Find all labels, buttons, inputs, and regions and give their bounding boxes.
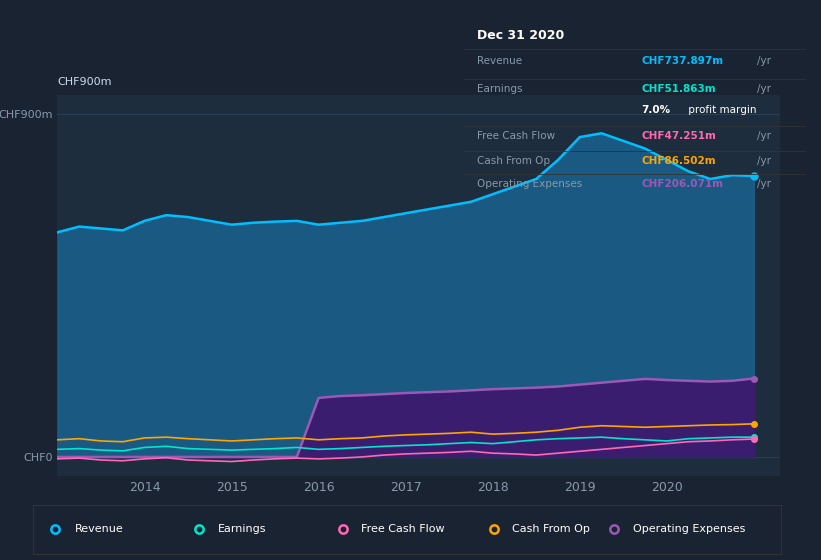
Text: Earnings: Earnings bbox=[478, 84, 523, 94]
Text: /yr: /yr bbox=[757, 84, 771, 94]
Text: Earnings: Earnings bbox=[218, 524, 266, 534]
Text: /yr: /yr bbox=[757, 55, 771, 66]
Text: Free Cash Flow: Free Cash Flow bbox=[478, 132, 556, 142]
Text: Cash From Op: Cash From Op bbox=[512, 524, 590, 534]
Text: Operating Expenses: Operating Expenses bbox=[478, 179, 583, 189]
Text: /yr: /yr bbox=[757, 156, 771, 166]
Text: /yr: /yr bbox=[757, 179, 771, 189]
Text: CHF47.251m: CHF47.251m bbox=[641, 132, 716, 142]
Text: CHF737.897m: CHF737.897m bbox=[641, 55, 723, 66]
Text: /yr: /yr bbox=[757, 132, 771, 142]
Text: CHF900m: CHF900m bbox=[57, 77, 112, 87]
Text: Revenue: Revenue bbox=[478, 55, 523, 66]
Text: Revenue: Revenue bbox=[75, 524, 123, 534]
Text: CHF206.071m: CHF206.071m bbox=[641, 179, 723, 189]
Text: profit margin: profit margin bbox=[686, 105, 757, 115]
Text: Cash From Op: Cash From Op bbox=[478, 156, 551, 166]
Text: 7.0%: 7.0% bbox=[641, 105, 670, 115]
Text: CHF86.502m: CHF86.502m bbox=[641, 156, 716, 166]
Text: Free Cash Flow: Free Cash Flow bbox=[361, 524, 445, 534]
Text: CHF51.863m: CHF51.863m bbox=[641, 84, 716, 94]
Text: Dec 31 2020: Dec 31 2020 bbox=[478, 29, 565, 42]
Text: Operating Expenses: Operating Expenses bbox=[633, 524, 745, 534]
